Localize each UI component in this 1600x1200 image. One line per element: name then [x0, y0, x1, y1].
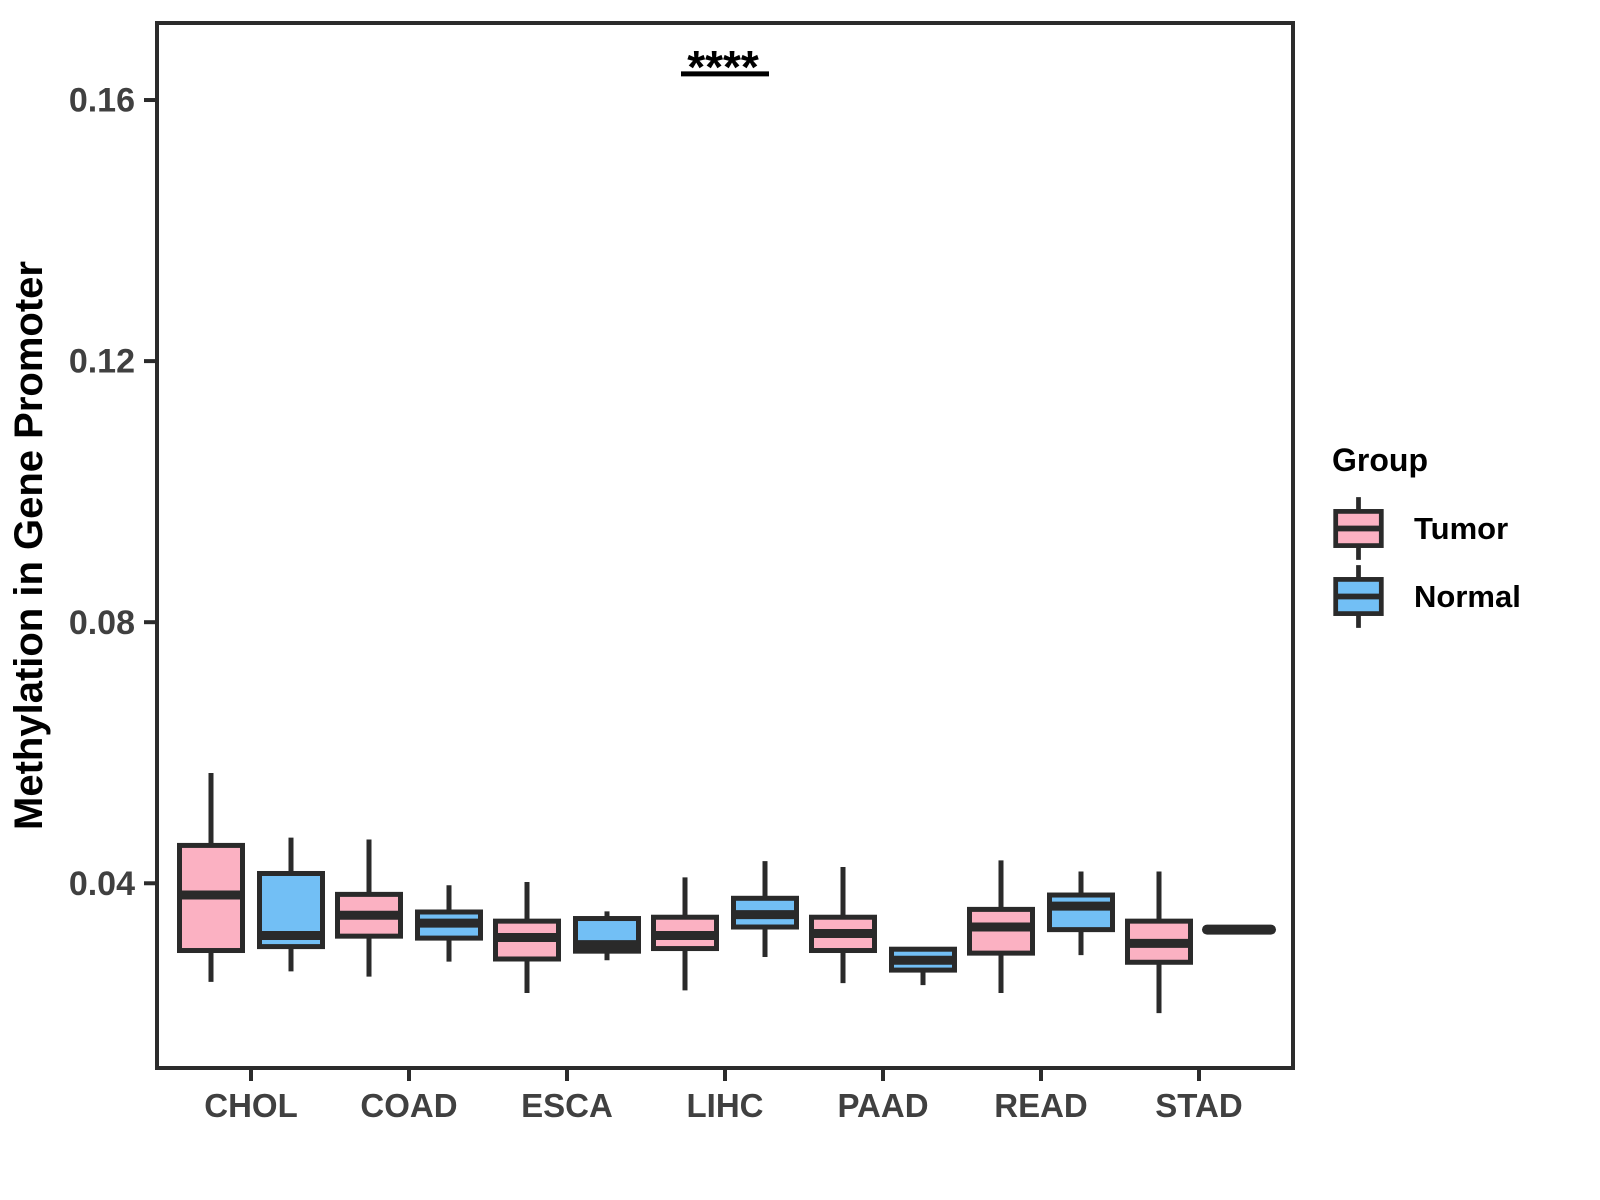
legend-label-tumor: Tumor: [1414, 510, 1509, 546]
x-axis-category-label: ESCA: [521, 1087, 613, 1124]
y-axis-tick-label: 0.16: [69, 82, 135, 120]
y-axis-tick-label: 0.04: [69, 865, 135, 903]
x-axis-category-label: STAD: [1155, 1087, 1242, 1124]
x-axis-category-label: COAD: [360, 1087, 457, 1124]
panel-border: [155, 21, 1295, 1070]
legend-title: Group: [1332, 442, 1428, 478]
legend-item-normal[interactable]: Normal: [1330, 565, 1521, 628]
x-axis-category-label: CHOL: [204, 1087, 298, 1124]
y-axis-tick-label: 0.08: [69, 604, 135, 642]
y-axis-title: Methylation in Gene Promoter: [7, 261, 51, 830]
x-axis-category-label: PAAD: [837, 1087, 928, 1124]
normal-boxplot-key-icon: [1333, 565, 1384, 628]
boxplot-read-normal-box: [1047, 892, 1115, 933]
x-axis-category-label: LIHC: [687, 1087, 764, 1124]
x-axis-category-label: READ: [994, 1087, 1088, 1124]
tumor-boxplot-key-icon: [1333, 497, 1384, 560]
significance-stars: ****: [687, 41, 759, 93]
y-axis-tick-label: 0.12: [69, 343, 135, 381]
legend-label-normal: Normal: [1414, 578, 1521, 614]
legend-item-tumor[interactable]: Tumor: [1330, 497, 1521, 560]
legend: Group Tumor Normal: [1330, 442, 1521, 633]
